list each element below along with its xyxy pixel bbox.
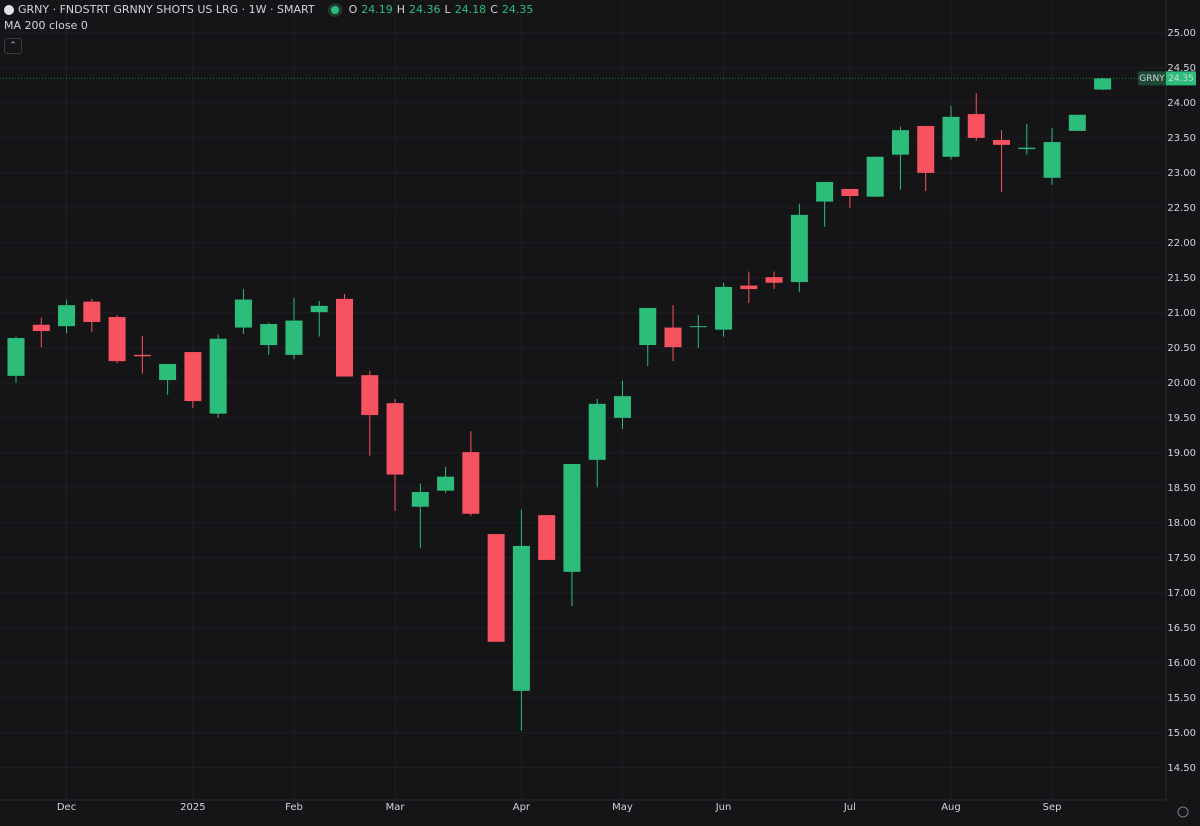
candle-body (967, 114, 985, 138)
x-tick-label: Jul (843, 802, 856, 813)
y-tick-label: 23.00 (1167, 168, 1196, 179)
y-tick-label: 21.00 (1167, 308, 1196, 319)
x-tick-label: Apr (513, 802, 531, 813)
candle-body (790, 214, 808, 283)
y-tick-label: 22.50 (1167, 203, 1196, 214)
candle-body (159, 363, 177, 381)
price-tag-box (1166, 71, 1196, 86)
x-tick-label: 2025 (180, 802, 205, 813)
candle-body (917, 125, 935, 173)
candle-body (234, 299, 252, 328)
candle-body (765, 277, 783, 283)
candle-body (108, 317, 126, 362)
y-tick-label: 17.00 (1167, 588, 1196, 599)
candle-body (942, 116, 960, 157)
y-tick-label: 19.00 (1167, 448, 1196, 459)
ohlc-letter: O (348, 3, 358, 16)
y-tick-label: 16.50 (1167, 623, 1196, 634)
candle-body (184, 352, 202, 402)
x-tick-label: Aug (941, 802, 961, 813)
candle-body (133, 354, 151, 357)
price-tag-symbol: GRNY (1139, 74, 1165, 84)
collapse-button[interactable]: ⌃ (4, 38, 22, 54)
candle-body (437, 476, 455, 491)
y-tick-label: 23.50 (1167, 133, 1196, 144)
y-tick-label: 20.00 (1167, 378, 1196, 389)
y-tick-label: 15.00 (1167, 728, 1196, 739)
settings-icon[interactable] (1177, 806, 1189, 818)
price-tag-symbol-box (1138, 71, 1166, 86)
candle-body (588, 403, 606, 460)
x-tick-label: Dec (57, 802, 76, 813)
candle-body (83, 301, 101, 322)
candle-body (993, 139, 1011, 145)
candle-body (411, 492, 429, 507)
candle-body (512, 545, 530, 691)
market-status (330, 6, 339, 14)
candle-body (209, 338, 227, 414)
candle-body (816, 181, 834, 202)
y-tick-label: 20.50 (1167, 343, 1196, 354)
indicator-label[interactable]: MA 200 close 0 (4, 19, 88, 32)
indicator-row: MA 200 close 0 (4, 18, 533, 34)
candle-body (689, 326, 707, 328)
candle-body (538, 515, 556, 560)
candle-body (740, 285, 758, 290)
ohlc-letter: C (490, 3, 498, 16)
candle-body (361, 375, 379, 416)
ohlc-letter: L (444, 3, 451, 16)
candle-body (336, 298, 354, 377)
symbol-row: GRNY · FNDSTRT GRNNY SHOTS US LRG · 1W ·… (4, 2, 533, 18)
x-tick-label: Jun (715, 802, 732, 813)
ohlc-value: 24.18 (454, 3, 487, 16)
symbol-title: GRNY · FNDSTRT GRNNY SHOTS US LRG · 1W ·… (18, 3, 315, 16)
candle-body (386, 403, 404, 475)
candle-body (7, 338, 25, 376)
symbol-logo (4, 5, 14, 15)
candle-body (866, 156, 884, 197)
y-tick-label: 17.50 (1167, 553, 1196, 564)
candle-body (58, 305, 76, 327)
y-tick-label: 21.50 (1167, 273, 1196, 284)
x-tick-label: Feb (285, 802, 303, 813)
x-tick-label: Mar (386, 802, 406, 813)
price-tag-value: 24.35 (1168, 74, 1194, 84)
candle-body (32, 324, 50, 332)
candle-body (715, 286, 733, 330)
candle-body (487, 534, 505, 642)
candle-body (285, 320, 303, 355)
y-tick-label: 16.00 (1167, 658, 1196, 669)
y-tick-label: 19.50 (1167, 413, 1196, 424)
candle-body (462, 452, 480, 514)
candle-body (664, 327, 682, 348)
candle-body (841, 188, 859, 196)
candle-body (613, 396, 631, 418)
ohlc-value: 24.35 (501, 3, 534, 16)
y-tick-label: 14.50 (1167, 763, 1196, 774)
y-tick-label: 15.50 (1167, 693, 1196, 704)
y-tick-label: 18.50 (1167, 483, 1196, 494)
y-tick-label: 25.00 (1167, 28, 1196, 39)
candle-body (1043, 142, 1061, 178)
candle-body (260, 324, 278, 346)
y-tick-label: 18.00 (1167, 518, 1196, 529)
y-tick-label: 24.00 (1167, 98, 1196, 109)
y-tick-label: 22.00 (1167, 238, 1196, 249)
x-tick-label: Sep (1043, 802, 1062, 813)
ohlc-letter: H (396, 3, 406, 16)
candle-body (1018, 147, 1036, 150)
ohlc-value: 24.36 (409, 3, 441, 16)
x-tick-label: May (612, 802, 633, 813)
candle-body (563, 464, 581, 572)
legend-header: GRNY · FNDSTRT GRNNY SHOTS US LRG · 1W ·… (4, 2, 533, 54)
candle-body (310, 305, 328, 313)
candle-body (891, 130, 909, 155)
candle-body (1068, 114, 1086, 131)
candle-body (1094, 78, 1112, 90)
y-tick-label: 24.50 (1167, 63, 1196, 74)
candle-body (639, 307, 657, 346)
ohlc-value: 24.19 (361, 3, 393, 16)
